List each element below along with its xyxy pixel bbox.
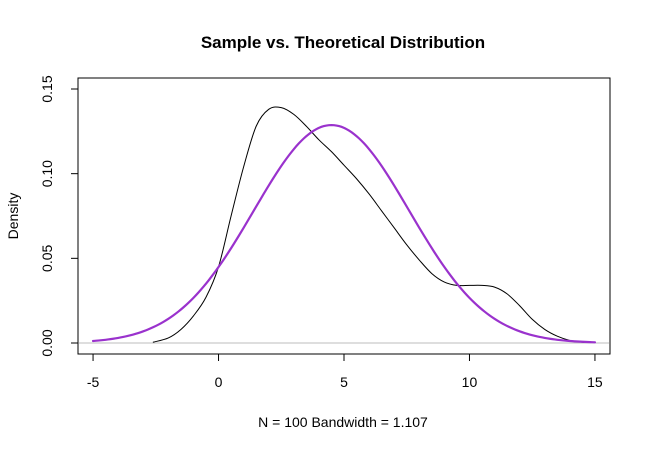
x-axis: -5 0 5 10 15 — [87, 353, 603, 390]
x-tick-label: -5 — [87, 374, 100, 390]
y-tick-label: 0.05 — [39, 244, 55, 271]
x-tick-label: 0 — [215, 374, 223, 390]
y-axis-label: Density — [5, 193, 21, 240]
theoretical-normal-line — [91, 123, 597, 344]
chart-title: Sample vs. Theoretical Distribution — [201, 33, 485, 52]
x-axis-label: N = 100 Bandwidth = 1.107 — [258, 414, 428, 430]
y-axis: 0.00 0.05 0.10 0.15 — [39, 75, 79, 357]
y-tick-label: 0.10 — [39, 160, 55, 187]
x-tick-label: 15 — [587, 374, 603, 390]
series-layer — [91, 106, 597, 344]
y-tick-label: 0.00 — [39, 329, 55, 356]
y-tick-label: 0.15 — [39, 75, 55, 102]
plot-frame — [77, 77, 611, 355]
x-tick-label: 10 — [462, 374, 478, 390]
x-tick-label: 5 — [340, 374, 348, 390]
sample-density-line — [152, 106, 586, 343]
